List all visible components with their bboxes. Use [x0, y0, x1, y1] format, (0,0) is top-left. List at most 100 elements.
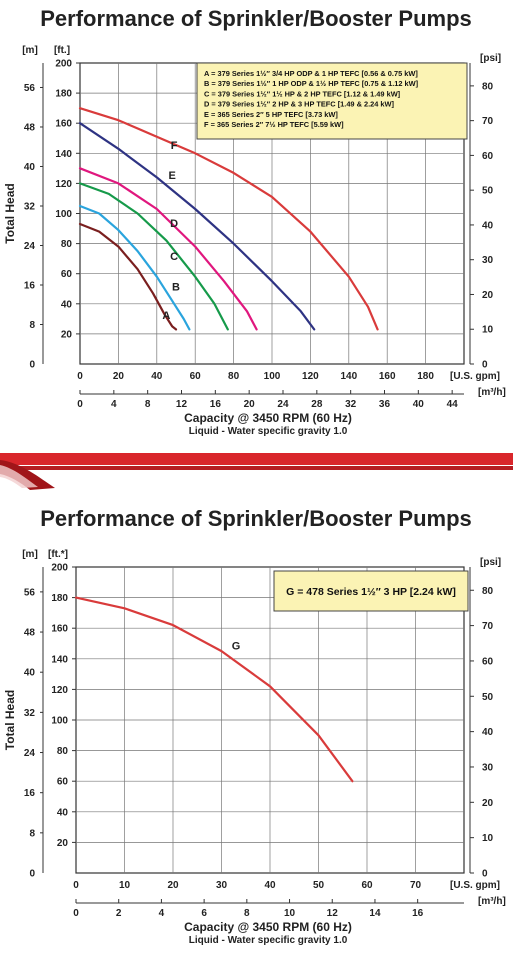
y-tick-label-psi: 70 — [482, 621, 494, 632]
x-tick-label-m3h: 12 — [176, 399, 188, 410]
legend-box — [273, 570, 469, 612]
y-tick-label-psi: 70 — [482, 116, 494, 127]
y-tick-label-ft: 140 — [51, 654, 68, 665]
y-tick-label-psi: 0 — [482, 360, 488, 371]
y-tick-label-psi: 50 — [482, 692, 494, 703]
x-tick-label-m3h: 24 — [277, 399, 289, 410]
x-tick-label-gpm: 50 — [313, 880, 325, 891]
x-tick-label-gpm: 40 — [264, 880, 276, 891]
x-tick-label-gpm: 80 — [228, 371, 240, 382]
y-tick-label-psi: 20 — [482, 290, 494, 301]
y-axis-title: Total Head — [3, 183, 17, 243]
y-tick-label-ft: 60 — [57, 777, 69, 788]
y-tick-label-m: 16 — [24, 280, 36, 291]
y-tick-label-ft: 140 — [55, 149, 72, 160]
x-tick-label-gpm: 120 — [302, 371, 319, 382]
x-tick-label-m3h: 4 — [111, 399, 117, 410]
y-tick-label-psi: 50 — [482, 186, 494, 197]
x-axis-title: Capacity @ 3450 RPM (60 Hz) — [184, 411, 352, 425]
chart-2: Performance of Sprinkler/Booster Pumps20… — [3, 506, 506, 946]
y-tick-label-m: 32 — [24, 708, 36, 719]
x-tick-label-m3h: 16 — [412, 908, 424, 919]
x-tick-label-gpm: 20 — [113, 371, 125, 382]
y-tick-label-psi: 10 — [482, 833, 494, 844]
x-tick-label-m3h: 0 — [73, 908, 79, 919]
x-tick-label-m3h: 8 — [244, 908, 250, 919]
x-tick-label-gpm: 40 — [151, 371, 163, 382]
y-tick-label-psi: 60 — [482, 656, 494, 667]
series-line-F — [78, 107, 379, 331]
y-tick-label-psi: 20 — [482, 798, 494, 809]
y-tick-label-ft: 200 — [51, 563, 68, 574]
x-tick-label-gpm: 0 — [73, 880, 79, 891]
y-tick-label-ft: 120 — [51, 685, 68, 696]
x-unit-m3h: [m³/h] — [478, 896, 506, 907]
x-unit-m3h: [m³/h] — [478, 387, 506, 398]
x-tick-label-m3h: 16 — [210, 399, 222, 410]
x-tick-label-m3h: 10 — [284, 908, 296, 919]
legend-entry: G = 478 Series 1½″ 3 HP [2.24 kW] — [286, 586, 456, 598]
y-tick-label-ft: 80 — [57, 746, 69, 757]
y-unit-psi: [psi] — [480, 53, 501, 64]
legend-entry: D = 379 Series 1½″ 2 HP & 3 HP TEFC [1.4… — [204, 100, 395, 109]
x-tick-label-m3h: 2 — [116, 908, 122, 919]
curve-label-D: D — [170, 218, 178, 230]
x-tick-label-m3h: 28 — [311, 399, 323, 410]
y-tick-label-ft: 180 — [55, 89, 72, 100]
y-tick-label-ft: 180 — [51, 593, 68, 604]
series-line-A — [78, 222, 178, 331]
x-tick-label-m3h: 12 — [327, 908, 339, 919]
chart-title: Performance of Sprinkler/Booster Pumps — [40, 506, 472, 531]
series-line-C — [78, 182, 229, 331]
series-line-G — [74, 596, 354, 783]
y-tick-label-m: 40 — [24, 668, 36, 679]
y-tick-label-m: 24 — [24, 241, 36, 252]
x-tick-label-m3h: 40 — [413, 399, 425, 410]
x-tick-label-gpm: 140 — [340, 371, 357, 382]
y-tick-label-psi: 30 — [482, 762, 494, 773]
y-tick-label-psi: 80 — [482, 586, 494, 597]
y-tick-label-psi: 10 — [482, 325, 494, 336]
y-tick-label-m: 16 — [24, 788, 36, 799]
legend-entry: F = 365 Series 2″ 7½ HP TEFC [5.59 kW] — [204, 120, 344, 129]
y-unit-psi: [psi] — [480, 557, 501, 568]
curve-label-C: C — [170, 251, 178, 263]
x-tick-label-m3h: 14 — [369, 908, 381, 919]
y-tick-label-psi: 80 — [482, 81, 494, 92]
x-tick-label-gpm: 30 — [216, 880, 228, 891]
y-tick-label-psi: 0 — [482, 869, 488, 880]
y-unit-m: [m] — [22, 549, 38, 560]
x-tick-label-gpm: 20 — [167, 880, 179, 891]
curve-label-F: F — [171, 140, 178, 152]
x-tick-label-m3h: 4 — [159, 908, 165, 919]
y-tick-label-ft: 100 — [55, 209, 72, 220]
x-tick-label-m3h: 44 — [447, 399, 459, 410]
x-tick-label-m3h: 36 — [379, 399, 391, 410]
y-tick-label-m: 8 — [29, 828, 35, 839]
y-tick-label-psi: 40 — [482, 727, 494, 738]
x-tick-label-m3h: 8 — [145, 399, 151, 410]
y-axis-title: Total Head — [3, 690, 17, 750]
y-tick-label-ft: 20 — [57, 838, 69, 849]
y-tick-label-m: 32 — [24, 201, 36, 212]
y-tick-label-m: 48 — [24, 122, 36, 133]
legend-entry: B = 379 Series 1½″ 1 HP ODP & 1½ HP TEFC… — [204, 79, 419, 88]
curve-label-G: G — [232, 641, 241, 653]
y-tick-label-ft: 80 — [61, 239, 73, 250]
x-tick-label-m3h: 20 — [244, 399, 256, 410]
x-unit-gpm: [U.S. gpm] — [450, 371, 500, 382]
series-line-B — [78, 204, 191, 331]
x-tick-label-gpm: 10 — [119, 880, 131, 891]
y-tick-label-ft: 160 — [55, 119, 72, 130]
curve-label-B: B — [172, 281, 180, 293]
y-tick-label-zero: 0 — [29, 360, 35, 371]
x-tick-label-m3h: 0 — [77, 399, 83, 410]
y-tick-label-ft: 40 — [57, 807, 69, 818]
y-tick-label-ft: 200 — [55, 59, 72, 70]
legend-entry: A = 379 Series 1½″ 3/4 HP ODP & 1 HP TEF… — [204, 69, 418, 78]
y-tick-label-ft: 20 — [61, 329, 73, 340]
x-unit-gpm: [U.S. gpm] — [450, 880, 500, 891]
x-tick-label-gpm: 100 — [264, 371, 281, 382]
y-tick-label-m: 48 — [24, 628, 36, 639]
